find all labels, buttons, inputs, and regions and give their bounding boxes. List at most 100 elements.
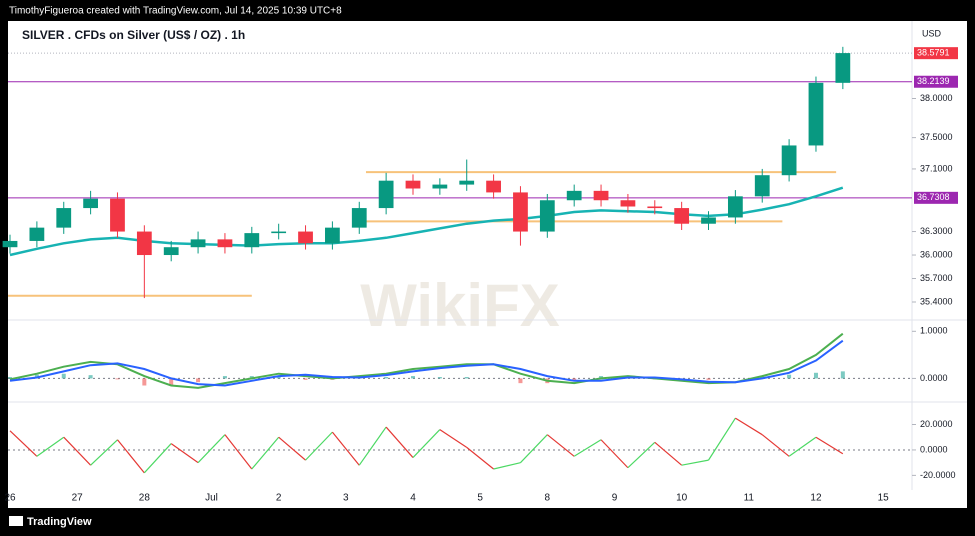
y-tick-label: 20.0000 <box>920 419 953 429</box>
y-tick-label: 0.0000 <box>920 373 948 383</box>
macd-line <box>9 332 844 389</box>
candle-body <box>459 180 475 185</box>
macd-histogram <box>518 378 523 384</box>
x-tick-label: 12 <box>810 493 822 504</box>
candle-body <box>620 200 636 207</box>
macd-histogram <box>61 373 66 379</box>
macd-line <box>9 339 844 387</box>
level-tag <box>914 191 958 204</box>
oscillator-segment <box>600 439 629 469</box>
candle-body <box>298 231 313 244</box>
macd-histogram <box>249 376 254 379</box>
candle-body <box>244 233 260 248</box>
macd-histogram <box>142 378 147 386</box>
candle-body <box>808 82 824 146</box>
oscillator-segment <box>90 439 118 466</box>
y-tick-label: 1.0000 <box>920 326 948 336</box>
candle-body <box>513 192 528 232</box>
x-tick-label: 4 <box>410 493 416 504</box>
oscillator-segment <box>788 436 817 457</box>
oscillator-segment <box>466 446 494 470</box>
y-tick-label: 38.0000 <box>920 93 953 103</box>
oscillator-segment <box>278 436 306 461</box>
candle-body <box>432 184 448 189</box>
x-tick-label: 8 <box>545 493 551 504</box>
y-tick-label: 35.7000 <box>920 273 953 283</box>
candle-body <box>271 231 287 234</box>
oscillator-segment <box>117 439 145 474</box>
macd-histogram <box>303 378 308 380</box>
y-tick-label: 36.0000 <box>920 249 953 259</box>
x-tick-label: 2 <box>276 493 282 504</box>
candle-body <box>110 198 125 232</box>
level-label: 38.2139 <box>917 76 950 86</box>
candle-body <box>781 145 797 176</box>
macd-histogram <box>88 375 93 379</box>
macd-histogram <box>222 376 227 379</box>
oscillator-segment <box>412 429 441 458</box>
macd-histogram <box>813 372 818 379</box>
y-tick-label: 36.3000 <box>920 226 953 236</box>
level-tag <box>914 75 958 88</box>
y-tick-label: 0.0000 <box>920 444 948 454</box>
oscillator-segment <box>735 417 763 436</box>
candle-body <box>647 206 663 209</box>
oscillator-segment <box>708 417 736 461</box>
candle-body <box>2 240 18 248</box>
x-tick-label: 15 <box>878 493 890 504</box>
oscillator-segment <box>9 430 38 457</box>
candle-body <box>405 180 421 189</box>
macd-histogram <box>599 376 604 379</box>
oscillator-segment <box>36 436 65 457</box>
watermark: WikiFX <box>360 272 559 339</box>
oscillator-segment <box>197 434 226 464</box>
macd-histogram <box>437 377 442 379</box>
candle-body <box>217 239 233 248</box>
oscillator-segment <box>63 436 92 466</box>
credit: TimothyFigueroa created with TradingView… <box>9 6 342 17</box>
oscillator-segment <box>439 429 468 448</box>
oscillator-segment <box>520 434 548 464</box>
macd-histogram <box>760 376 765 379</box>
y-tick-label: 37.5000 <box>920 132 953 142</box>
oscillator-segment <box>251 436 280 470</box>
oscillator-segment <box>305 431 333 461</box>
candle-body <box>593 190 609 201</box>
candle-body <box>378 180 394 209</box>
level-label: 36.7308 <box>917 192 950 202</box>
currency: USD <box>922 28 942 38</box>
macd-histogram <box>840 371 845 379</box>
oscillator-segment <box>761 434 790 457</box>
macd-histogram <box>8 377 13 379</box>
candle-body <box>486 180 501 193</box>
x-tick-label: 28 <box>139 493 151 504</box>
brand: TradingView <box>27 516 92 528</box>
oscillator-segment <box>654 441 683 466</box>
oscillator-segment <box>546 434 575 457</box>
x-tick-label: 9 <box>612 493 618 504</box>
x-tick-label: 3 <box>343 493 349 504</box>
macd-histogram <box>787 374 792 379</box>
y-tick-label: 35.4000 <box>920 296 953 306</box>
macd-histogram <box>410 376 415 379</box>
oscillator-segment <box>224 434 253 470</box>
macd-histogram <box>169 378 174 386</box>
macd-histogram <box>464 377 469 379</box>
oscillator-segment <box>358 426 387 466</box>
candle-body <box>56 208 72 228</box>
macd-histogram <box>196 378 201 383</box>
last-price-label: 38.5791 <box>917 48 950 58</box>
candle-body <box>351 208 367 228</box>
oscillator-segment <box>627 441 656 469</box>
x-tick-label: 26 <box>4 493 16 504</box>
x-tick-label: 27 <box>72 493 84 504</box>
macd-histogram <box>276 376 281 379</box>
oscillator-segment <box>331 431 360 466</box>
oscillator-segment <box>143 443 172 474</box>
oscillator-segment <box>815 436 844 455</box>
last-price-tag <box>914 47 958 60</box>
candle-body <box>190 239 206 248</box>
chart-area <box>8 21 967 508</box>
candle-body <box>674 208 690 224</box>
